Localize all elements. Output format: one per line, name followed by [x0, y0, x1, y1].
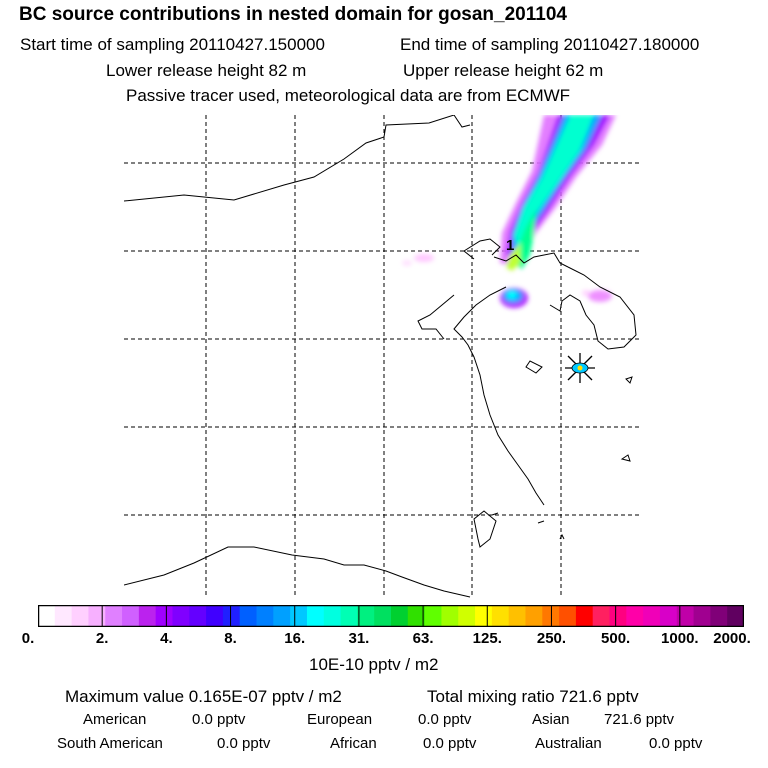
colorbar-swatch	[710, 605, 728, 627]
tracer-note: Passive tracer used, meteorological data…	[126, 86, 571, 105]
colorbar-swatch	[189, 605, 207, 627]
colorbar-swatch	[391, 605, 409, 627]
contribution-region: Asian	[532, 711, 570, 728]
colorbar-tick-label: 63.	[412, 630, 434, 647]
colorbar-swatch	[441, 605, 459, 627]
tracer-plume	[402, 115, 616, 308]
colorbar-swatch	[559, 605, 577, 627]
colorbar-swatch	[592, 605, 611, 627]
colorbar-tick-label: 8.	[224, 630, 237, 647]
colorbar-swatch	[340, 605, 358, 627]
colorbar-swatch	[122, 605, 140, 627]
colorbar-tick-label: 4.	[160, 630, 173, 647]
colorbar-swatch	[306, 605, 325, 627]
contribution-value: 0.0 pptv	[418, 711, 472, 728]
colorbar-swatch	[256, 605, 274, 627]
colorbar-swatch	[206, 605, 224, 627]
colorbar-tick-label: 16.	[284, 630, 306, 647]
contribution-region: African	[330, 735, 377, 752]
colorbar-unit: 10E-10 pptv / m2	[309, 655, 439, 674]
colorbar-tick-label: 1000.	[661, 630, 699, 647]
colorbar-swatch	[38, 605, 56, 627]
end-time-label: End time of sampling 20110427.180000	[400, 35, 700, 54]
colorbar-swatch	[290, 605, 308, 627]
chart-title: BC source contributions in nested domain…	[19, 4, 567, 25]
colorbar-swatch	[458, 605, 476, 627]
colorbar-swatch	[508, 605, 526, 627]
colorbar-swatch	[525, 605, 543, 627]
map-panel: 1	[124, 115, 642, 598]
colorbar-swatch	[542, 605, 560, 627]
colorbar-swatch	[222, 605, 241, 627]
colorbar-tick-label: 2.	[95, 630, 109, 647]
contribution-value: 0.0 pptv	[192, 711, 246, 728]
lower-height-label: Lower release height 82 m	[106, 61, 307, 80]
colorbar-swatch	[676, 605, 695, 627]
colorbar-border	[38, 605, 744, 627]
colorbar-swatch	[172, 605, 190, 627]
colorbar-swatch	[88, 605, 106, 627]
colorbar-swatch	[609, 605, 627, 627]
colorbar	[38, 605, 744, 627]
upper-height-label: Upper release height 62 m	[403, 61, 604, 80]
colorbar-tick-label: 2000.	[713, 630, 751, 647]
colorbar-tick-label: 31.	[348, 630, 370, 647]
colorbar-swatch	[138, 605, 157, 627]
colorbar-swatch	[643, 605, 661, 627]
colorbar-swatch	[155, 605, 173, 627]
map-svg: 1	[124, 115, 642, 598]
colorbar-swatch	[71, 605, 89, 627]
colorbar-swatch	[475, 605, 493, 627]
colorbar-swatch	[105, 605, 123, 627]
total-mixing-ratio-label: Total mixing ratio 721.6 pptv	[427, 687, 639, 706]
colorbar-ticks: 0. 2. 4. 8. 16. 31. 63. 125. 250. 500. 1000. 2000.	[0, 630, 768, 650]
colorbar-swatch	[659, 605, 678, 627]
contribution-value: 0.0 pptv	[423, 735, 477, 752]
contribution-region: Australian	[535, 735, 602, 752]
contribution-value: 0.0 pptv	[217, 735, 271, 752]
contribution-region: South American	[57, 735, 163, 752]
colorbar-swatch	[239, 605, 258, 627]
start-time-label: Start time of sampling 20110427.150000	[20, 35, 325, 54]
coastlines	[124, 115, 637, 598]
colorbar-swatch	[727, 605, 744, 627]
release-point-label: 1	[506, 237, 514, 254]
colorbar-swatch	[626, 605, 644, 627]
contribution-value: 0.0 pptv	[649, 735, 703, 752]
colorbar-swatch	[491, 605, 510, 627]
colorbar-swatch	[357, 605, 375, 627]
colorbar-tick-label: 0.	[21, 630, 35, 647]
colorbar-swatch	[407, 605, 426, 627]
contribution-region: European	[307, 711, 373, 728]
colorbar-swatch	[693, 605, 711, 627]
colorbar-swatch	[575, 605, 594, 627]
colorbar-swatch	[323, 605, 342, 627]
contribution-value: 721.6 pptv	[604, 711, 675, 728]
colorbar-tick-label: 250.	[536, 630, 567, 647]
colorbar-tick-label: 500.	[601, 630, 631, 647]
receptor-center	[577, 365, 583, 371]
maximum-value-label: Maximum value 0.165E-07 pptv / m2	[65, 687, 342, 706]
colorbar-swatch	[273, 605, 291, 627]
colorbar-swatch	[54, 605, 73, 627]
contribution-region: American	[83, 711, 147, 728]
colorbar-tick-label: 125.	[472, 630, 502, 647]
colorbar-swatch	[374, 605, 392, 627]
colorbar-swatch	[424, 605, 442, 627]
